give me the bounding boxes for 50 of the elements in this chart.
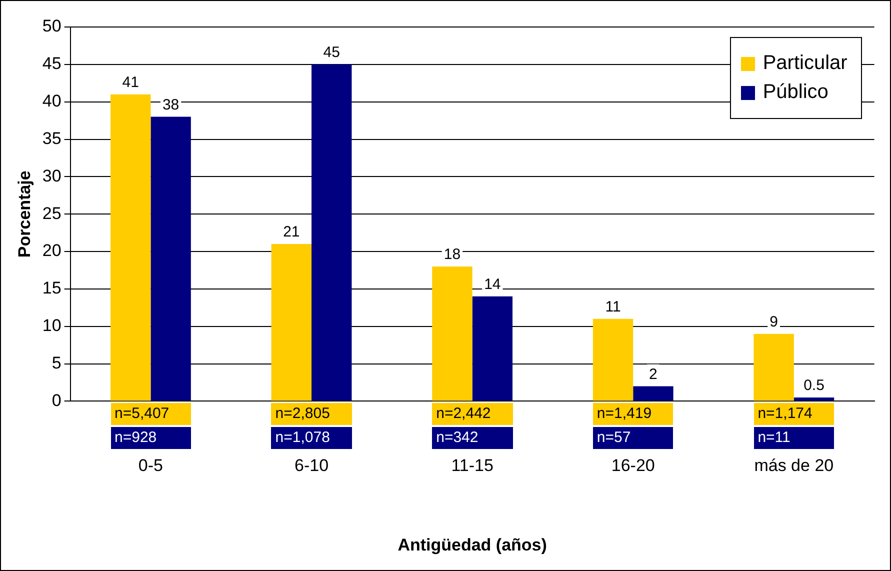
table-cell: n=57 [592, 427, 674, 450]
bar [633, 386, 674, 401]
y-tick-label: 40 [42, 92, 62, 111]
x-tick-label: 16-20 [611, 456, 655, 476]
bar [271, 244, 312, 401]
y-tick-label: 25 [42, 204, 62, 223]
x-tick-label: 6-10 [294, 456, 329, 476]
bar [794, 397, 834, 401]
table-cell: n=1,078 [271, 427, 352, 450]
y-tick-label: 0 [52, 390, 62, 410]
bar [754, 334, 794, 401]
data-label: 11 [605, 298, 621, 316]
data-label: 0.5 [804, 377, 824, 394]
legend-label: Público [762, 81, 828, 104]
bar [592, 318, 634, 401]
table-cell: n=2,805 [271, 403, 352, 426]
table-cell: n=1,419 [592, 403, 674, 426]
data-label: 41 [122, 74, 139, 91]
y-tick-label: 30 [42, 166, 62, 186]
table-cell: n=342 [432, 427, 512, 450]
data-label: 21 [283, 224, 300, 241]
table-cell: n=5,407 [110, 403, 191, 426]
data-label: 18 [444, 246, 461, 264]
x-tick-label: más de 20 [754, 456, 834, 476]
bar [472, 296, 513, 401]
table-cell: n=1,174 [754, 403, 834, 426]
legend-label: Particular [762, 52, 848, 75]
y-tick-label: 15 [42, 278, 62, 298]
y-tick-label: 20 [42, 241, 62, 260]
bar [110, 94, 151, 401]
table-cell: n=11 [754, 427, 834, 450]
y-tick-label: 45 [42, 54, 62, 74]
bar [312, 64, 352, 401]
bar [432, 266, 472, 401]
y-tick-label: 5 [52, 353, 62, 372]
y-tick-label: 50 [42, 16, 62, 36]
x-tick-label: 11-15 [451, 456, 494, 476]
y-axis-title: Porcentaje [14, 170, 34, 258]
y-tick-label: 35 [42, 128, 62, 148]
table-cell: n=2,442 [432, 403, 512, 426]
y-tick-label: 10 [42, 316, 62, 336]
bar [150, 116, 191, 401]
data-label: 14 [484, 276, 501, 294]
data-label: 9 [770, 313, 778, 330]
x-axis-title: Antigüedad (años) [398, 535, 547, 554]
table-cell: n=928 [110, 427, 191, 450]
data-label: 2 [649, 366, 658, 383]
data-label: 38 [162, 96, 180, 114]
x-tick-label: 0-5 [138, 456, 163, 476]
data-label: 45 [323, 44, 340, 62]
